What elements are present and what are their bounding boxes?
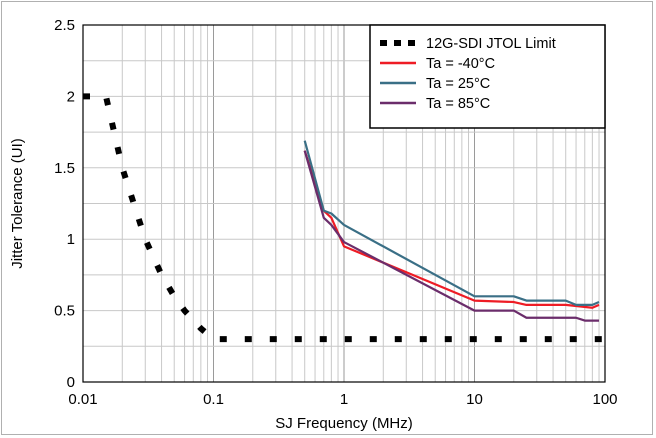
legend-label-3: Ta = 85°C	[426, 96, 490, 112]
x-tick-label: 100	[592, 391, 617, 408]
y-tick-label: 1.5	[54, 160, 75, 177]
y-tick-label: 1	[67, 231, 75, 248]
x-axis-title: SJ Frequency (MHz)	[275, 415, 413, 432]
y-tick-label: 0.5	[54, 303, 75, 320]
axis-ticks: 0.01 0.1 1 10 100 0 0.5 1 1.5 2 2.5	[54, 17, 617, 408]
x-tick-label: 1	[340, 391, 348, 408]
x-tick-label: 0.01	[68, 391, 97, 408]
y-tick-label: 0	[67, 374, 75, 391]
series-line-2	[303, 140, 600, 306]
legend-label-1: Ta = -40°C	[426, 56, 495, 72]
y-tick-label: 2.5	[54, 17, 75, 34]
series-line-3	[303, 150, 600, 322]
x-tick-label: 10	[466, 391, 483, 408]
plot-area	[82, 24, 606, 383]
legend-label-2: Ta = 25°C	[426, 76, 490, 92]
series-line-1	[303, 150, 600, 309]
legend: 12G-SDI JTOL Limit Ta = -40°C Ta = 25°C Ta …	[369, 24, 606, 129]
series	[83, 93, 605, 343]
legend-label-0: 12G-SDI JTOL Limit	[426, 36, 556, 52]
series-line-0	[83, 93, 605, 343]
y-tick-label: 2	[67, 88, 75, 105]
y-axis-title: Jitter Tolerance (UI)	[9, 138, 26, 269]
x-tick-label: 0.1	[203, 391, 224, 408]
